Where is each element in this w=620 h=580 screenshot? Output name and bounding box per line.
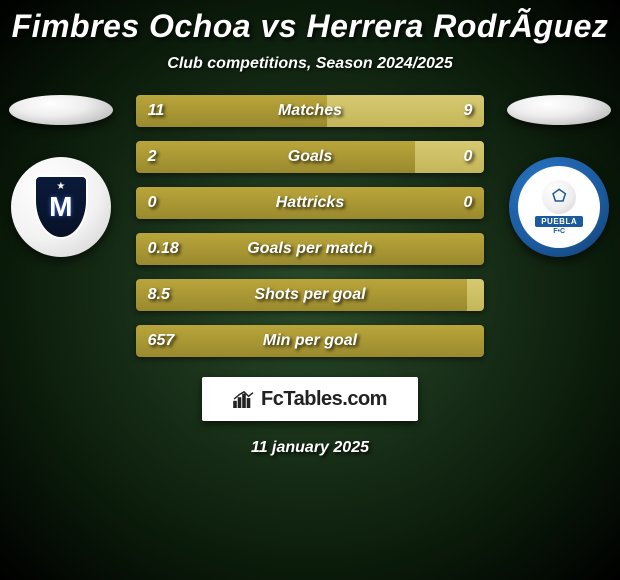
monterrey-shield-icon: ★ — [34, 175, 88, 239]
left-platform-oval — [9, 95, 113, 125]
fctables-logo-icon — [233, 390, 255, 408]
stat-label: Min per goal — [263, 332, 357, 350]
stat-row: Matches 11 9 — [136, 95, 485, 127]
stat-value-left: 2 — [148, 148, 157, 166]
stat-value-left: 0.18 — [148, 240, 179, 258]
comparison-card: Fimbres Ochoa vs Herrera RodrÃ­guez Club… — [0, 0, 620, 580]
stat-label: Matches — [278, 102, 342, 120]
puebla-badge-inner: PUEBLA F•C — [518, 166, 600, 248]
stat-bar-left — [136, 141, 415, 173]
subtitle: Club competitions, Season 2024/2025 — [0, 55, 620, 73]
stat-value-left: 657 — [148, 332, 175, 350]
soccer-ball-icon — [542, 180, 576, 214]
stat-value-left: 0 — [148, 194, 157, 212]
star-icon: ★ — [56, 181, 65, 192]
stat-label: Goals — [288, 148, 332, 166]
main-row: ★ Matches 11 9 Goals 2 0 Hattricks 0 0 Goals per … — [0, 95, 620, 357]
brand-text: FcTables.com — [261, 388, 387, 411]
stat-row: Hattricks 0 0 — [136, 187, 485, 219]
stat-bar-right — [467, 279, 484, 311]
stat-bar-right — [327, 95, 484, 127]
stat-bar-right — [415, 141, 485, 173]
right-platform-oval — [507, 95, 611, 125]
stat-row: Goals per match 0.18 — [136, 233, 485, 265]
stat-value-right: 0 — [463, 148, 472, 166]
left-column: ★ — [6, 95, 116, 257]
date-text: 11 january 2025 — [0, 439, 620, 457]
stat-row: Goals 2 0 — [136, 141, 485, 173]
puebla-sub: F•C — [553, 228, 565, 235]
stat-value-right: 9 — [463, 102, 472, 120]
stat-label: Hattricks — [276, 194, 344, 212]
stat-label: Goals per match — [247, 240, 372, 258]
brand-box[interactable]: FcTables.com — [202, 377, 418, 421]
stat-value-left: 8.5 — [148, 286, 170, 304]
stat-value-left: 11 — [148, 102, 165, 120]
right-column: PUEBLA F•C — [504, 95, 614, 257]
stats-list: Matches 11 9 Goals 2 0 Hattricks 0 0 Goals per ma… — [136, 95, 485, 357]
stat-label: Shots per goal — [254, 286, 365, 304]
puebla-ribbon: PUEBLA — [535, 216, 583, 227]
right-team-badge: PUEBLA F•C — [509, 157, 609, 257]
stat-row: Shots per goal 8.5 — [136, 279, 485, 311]
stat-value-right: 0 — [463, 194, 472, 212]
left-team-badge: ★ — [11, 157, 111, 257]
page-title: Fimbres Ochoa vs Herrera RodrÃ­guez — [0, 8, 620, 45]
stat-row: Min per goal 657 — [136, 325, 485, 357]
